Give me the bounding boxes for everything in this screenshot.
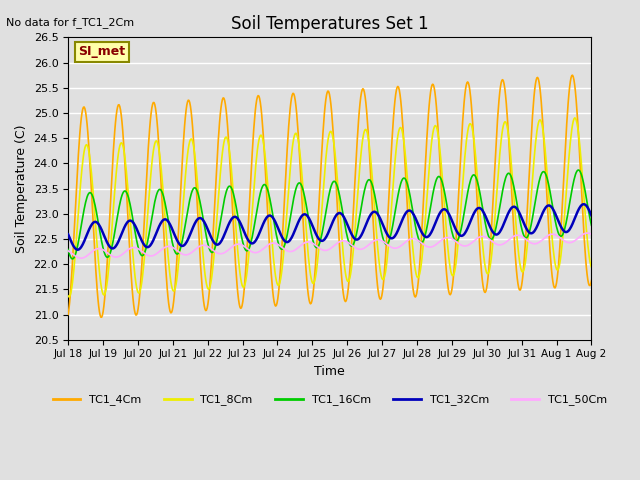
Title: Soil Temperatures Set 1: Soil Temperatures Set 1 bbox=[231, 15, 429, 33]
Legend: TC1_4Cm, TC1_8Cm, TC1_16Cm, TC1_32Cm, TC1_50Cm: TC1_4Cm, TC1_8Cm, TC1_16Cm, TC1_32Cm, TC… bbox=[48, 390, 611, 410]
Y-axis label: Soil Temperature (C): Soil Temperature (C) bbox=[15, 124, 28, 253]
Text: SI_met: SI_met bbox=[79, 46, 125, 59]
Text: No data for f_TC1_2Cm: No data for f_TC1_2Cm bbox=[6, 17, 134, 28]
X-axis label: Time: Time bbox=[314, 365, 345, 378]
